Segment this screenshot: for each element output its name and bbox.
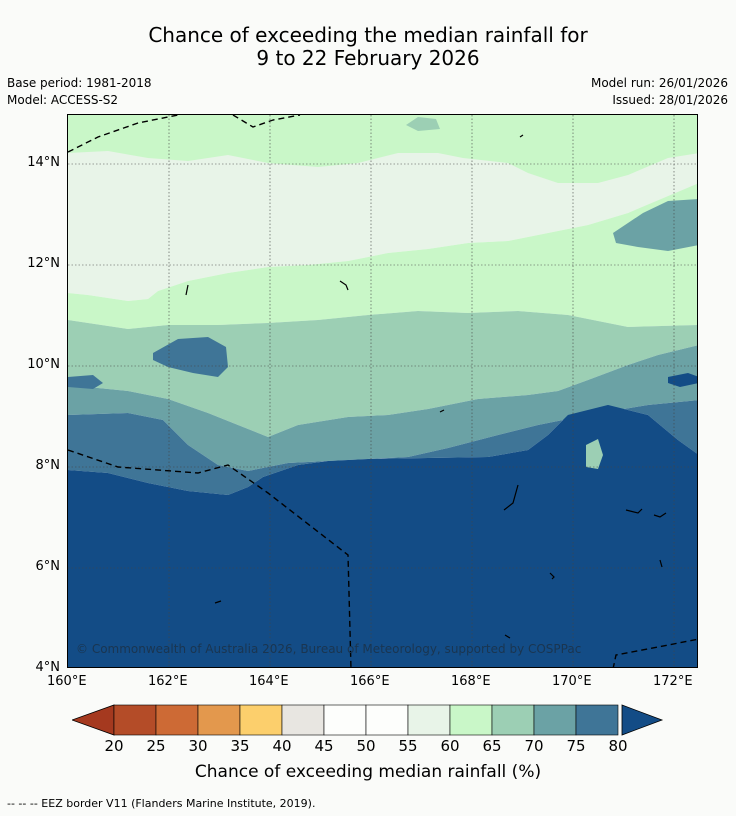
- band-over-80: [68, 405, 697, 667]
- patch-70-75-east: [613, 199, 697, 251]
- patch-65-70-east: [586, 439, 603, 469]
- colorbar-bin: [407, 704, 451, 736]
- colorbar-bin: [365, 704, 409, 736]
- colorbar-bin: [449, 704, 493, 736]
- colorbar-tick: 30: [188, 737, 208, 755]
- colorbar-over-arrow: [621, 704, 664, 736]
- colorbar-tick: 40: [272, 737, 292, 755]
- islands: [185, 134, 667, 639]
- colorbar-tick: 60: [440, 737, 460, 755]
- band-75-80: [68, 400, 697, 495]
- x-tick-168e: 168°E: [451, 674, 491, 689]
- band-60-65-mid: [68, 183, 697, 329]
- colorbar-bins: [113, 704, 619, 736]
- patch-over-80-east: [668, 373, 697, 387]
- footer-legend: -- -- -- EEZ border V11 (Flanders Marine…: [7, 797, 316, 810]
- colorbar-tick: 70: [524, 737, 544, 755]
- x-tick-170e: 170°E: [552, 674, 592, 689]
- x-tick-162e: 162°E: [148, 674, 188, 689]
- patch-65-70-top: [406, 117, 440, 131]
- colorbar: [72, 704, 664, 736]
- y-tick-12n: 12°N: [27, 256, 60, 271]
- y-tick-6n: 6°N: [35, 559, 61, 574]
- band-70-75: [68, 345, 697, 471]
- colorbar-bin: [533, 704, 577, 736]
- rainfall-map: © Commonwealth of Australia 2026, Bureau…: [68, 115, 697, 667]
- colorbar-bin: [491, 704, 535, 736]
- colorbar-tick: 25: [146, 737, 166, 755]
- title-line2: 9 to 22 February 2026: [256, 46, 480, 70]
- model-run: Model run: 26/01/2026: [590, 76, 728, 90]
- y-tick-4n: 4°N: [35, 660, 61, 675]
- eez-borders: [68, 115, 697, 667]
- patch-75-80-left: [68, 375, 103, 389]
- colorbar-tick: 45: [314, 737, 334, 755]
- y-tick-10n: 10°N: [27, 357, 60, 372]
- band-65-70: [68, 311, 697, 437]
- y-tick-8n: 8°N: [35, 458, 61, 473]
- issued-date: Issued: 28/01/2026: [612, 93, 728, 107]
- colorbar-bin: [575, 704, 619, 736]
- colorbar-tick: 65: [482, 737, 502, 755]
- colorbar-tick: 55: [398, 737, 418, 755]
- gridlines: [68, 115, 697, 667]
- title-line1: Chance of exceeding the median rainfall …: [148, 23, 588, 47]
- x-tick-166e: 166°E: [350, 674, 390, 689]
- y-tick-14n: 14°N: [27, 155, 60, 170]
- colorbar-tick: 35: [230, 737, 250, 755]
- colorbar-bin: [281, 704, 325, 736]
- colorbar-bin: [323, 704, 367, 736]
- band-60-65-top: [68, 115, 697, 185]
- x-tick-160e: 160°E: [47, 674, 87, 689]
- patch-75-80-west: [153, 337, 228, 377]
- colorbar-label: Chance of exceeding median rainfall (%): [194, 762, 542, 782]
- colorbar-tick: 20: [104, 737, 124, 755]
- colorbar-under-arrow: [72, 704, 115, 736]
- colorbar-tick: 75: [566, 737, 586, 755]
- x-tick-172e: 172°E: [653, 674, 693, 689]
- x-tick-164e: 164°E: [249, 674, 289, 689]
- model-name: Model: ACCESS-S2: [7, 93, 119, 107]
- colorbar-tick: 50: [356, 737, 376, 755]
- base-period: Base period: 1981-2018: [7, 76, 152, 90]
- band-55-60-top: [68, 151, 697, 301]
- colorbar-bin: [113, 704, 157, 736]
- colorbar-tick: 80: [608, 737, 628, 755]
- colorbar-bin: [155, 704, 199, 736]
- colorbar-bin: [239, 704, 283, 736]
- map-panel[interactable]: © Commonwealth of Australia 2026, Bureau…: [67, 114, 698, 668]
- copyright-text: © Commonwealth of Australia 2026, Bureau…: [76, 642, 581, 656]
- colorbar-bin: [197, 704, 241, 736]
